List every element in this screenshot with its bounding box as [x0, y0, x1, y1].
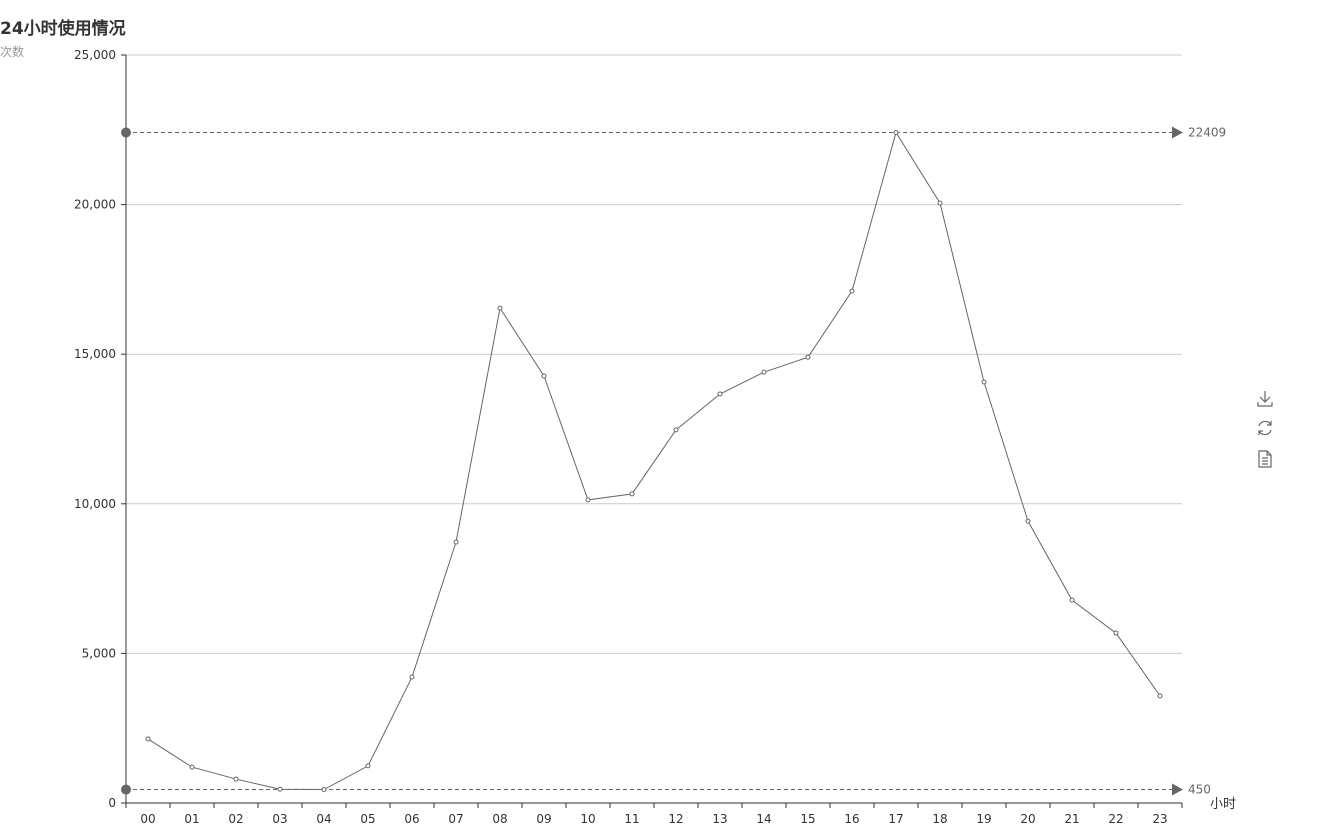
- x-tick-label: 07: [448, 812, 463, 826]
- x-tick-label: 05: [360, 812, 375, 826]
- data-point-18: [937, 200, 943, 206]
- series-line: [147, 131, 1161, 791]
- data-point-16: [849, 288, 855, 294]
- data-point-12: [673, 427, 679, 433]
- x-tick-label: 22: [1108, 812, 1123, 826]
- x-tick-label: 14: [756, 812, 771, 826]
- data-point-05: [365, 763, 371, 769]
- data-point-00: [145, 736, 151, 742]
- data-point-14: [761, 369, 767, 375]
- x-tick-label: 09: [536, 812, 551, 826]
- y-tick-label: 15,000: [74, 347, 116, 361]
- data-point-22: [1113, 630, 1119, 636]
- x-tick-label: 16: [844, 812, 859, 826]
- data-point-02: [233, 776, 239, 782]
- x-tick-label: 02: [228, 812, 243, 826]
- markline-label: 22409: [1188, 126, 1226, 140]
- markline-arrow: [1172, 126, 1183, 139]
- y-tick-label: 25,000: [74, 48, 116, 62]
- x-tick-label: 12: [668, 812, 683, 826]
- data-point-20: [1025, 518, 1031, 524]
- x-tick-label: 23: [1152, 812, 1167, 826]
- data-point-04: [321, 787, 327, 793]
- markline-label: 450: [1188, 783, 1211, 797]
- x-tick-label: 13: [712, 812, 727, 826]
- data-point-19: [981, 379, 987, 385]
- markline-start-symbol: [121, 784, 131, 795]
- y-axis-label: 次数: [0, 44, 24, 59]
- x-tick-label: 18: [932, 812, 947, 826]
- markline-start-symbol: [121, 127, 131, 138]
- x-tick-label: 04: [316, 812, 331, 826]
- data-point-08: [497, 305, 503, 311]
- data-point-15: [805, 354, 811, 360]
- y-tick-label: 10,000: [74, 497, 116, 511]
- data-point-13: [717, 391, 723, 397]
- refresh-icon[interactable]: [1256, 419, 1274, 437]
- x-tick-label: 15: [800, 812, 815, 826]
- data-point-01: [189, 764, 195, 770]
- x-tick-label: 17: [888, 812, 903, 826]
- x-tick-label: 01: [184, 812, 199, 826]
- data-point-07: [453, 539, 459, 545]
- data-point-10: [585, 497, 591, 503]
- data-point-11: [629, 491, 635, 497]
- x-tick-label: 19: [976, 812, 991, 826]
- markline-arrow: [1172, 783, 1183, 796]
- y-tick-label: 20,000: [74, 198, 116, 212]
- x-tick-label: 00: [140, 812, 155, 826]
- x-tick-label: 21: [1064, 812, 1079, 826]
- x-tick-label: 20: [1020, 812, 1035, 826]
- data-view-icon[interactable]: [1256, 450, 1274, 468]
- data-point-06: [409, 674, 415, 680]
- x-tick-label: 10: [580, 812, 595, 826]
- y-tick-label: 5,000: [82, 646, 116, 660]
- data-point-21: [1069, 597, 1075, 603]
- x-axis-label: 小时: [1210, 797, 1236, 812]
- x-tick-label: 06: [404, 812, 419, 826]
- x-tick-label: 03: [272, 812, 287, 826]
- y-tick-label: 0: [108, 796, 116, 810]
- chart-title: 24小时使用情况: [0, 19, 126, 39]
- data-point-23: [1157, 693, 1163, 699]
- data-point-03: [277, 786, 283, 792]
- download-icon[interactable]: [1256, 390, 1274, 408]
- x-tick-label: 11: [624, 812, 639, 826]
- x-tick-label: 08: [492, 812, 507, 826]
- data-point-17: [893, 130, 899, 136]
- data-point-09: [541, 373, 547, 379]
